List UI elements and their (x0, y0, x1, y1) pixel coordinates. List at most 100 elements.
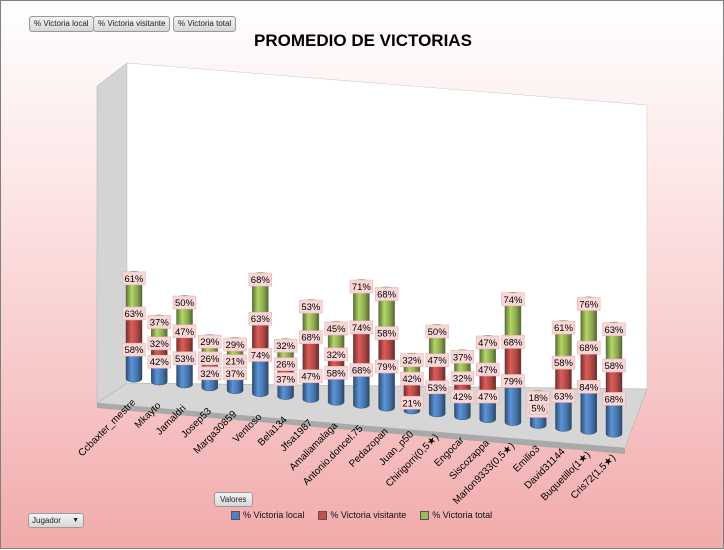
data-label-0-17: 63% (551, 389, 576, 403)
data-label-1-18: 68% (577, 340, 601, 355)
data-label-2-4: 29% (223, 337, 247, 352)
dropdown-arrow-icon: ▼ (72, 517, 79, 524)
field-button-total[interactable]: % Victoria total (173, 16, 237, 32)
svg-text:26%: 26% (200, 354, 220, 365)
floor-edge (97, 403, 625, 454)
data-label-1-8: 32% (324, 347, 348, 362)
bar-stack-19 (605, 321, 623, 438)
svg-text:47%: 47% (478, 365, 498, 376)
data-label-1-0: 63% (122, 306, 146, 321)
svg-text:68%: 68% (301, 333, 321, 344)
data-label-1-9: 74% (349, 320, 374, 335)
svg-text:74%: 74% (251, 350, 271, 361)
data-label-1-14: 47% (475, 362, 500, 377)
data-label-1-2: 47% (172, 324, 197, 339)
jugador-label: Jugador (32, 516, 61, 525)
legend-label-2: % Victoria total (432, 510, 493, 520)
data-label-2-2: 50% (172, 295, 197, 310)
svg-text:47%: 47% (175, 327, 195, 338)
svg-text:45%: 45% (327, 324, 347, 335)
svg-text:32%: 32% (150, 339, 170, 350)
data-label-2-0: 61% (122, 271, 146, 286)
svg-text:68%: 68% (352, 365, 372, 376)
svg-text:63%: 63% (604, 325, 624, 336)
svg-text:61%: 61% (554, 323, 574, 334)
bar-stack-10 (378, 286, 395, 412)
data-label-0-13: 42% (450, 389, 475, 404)
data-label-0-11: 21% (400, 395, 424, 410)
data-label-2-11: 32% (400, 353, 424, 368)
legend: % Victoria local % Victoria visitante % Vi… (231, 510, 492, 520)
bar-stack-5 (252, 272, 269, 397)
data-label-2-9: 71% (349, 279, 374, 294)
svg-text:5%: 5% (531, 404, 545, 415)
data-label-0-2: 53% (172, 351, 197, 366)
legend-swatch-0 (231, 510, 240, 520)
svg-text:79%: 79% (503, 376, 523, 387)
legend-swatch-1 (318, 510, 328, 520)
svg-text:71%: 71% (352, 282, 372, 293)
data-label-0-14: 47% (475, 389, 500, 404)
data-label-2-14: 47% (475, 335, 500, 350)
data-label-0-5: 74% (248, 348, 273, 362)
svg-text:47%: 47% (478, 392, 498, 403)
value-labels: 58%63%61%42%32%37%53%47%50%32%26%29%37%2… (122, 271, 626, 418)
svg-text:63%: 63% (554, 391, 574, 402)
svg-text:53%: 53% (301, 302, 321, 313)
svg-text:58%: 58% (604, 361, 624, 372)
svg-text:26%: 26% (276, 360, 296, 371)
svg-text:32%: 32% (402, 356, 422, 367)
data-label-0-6: 37% (273, 372, 298, 386)
svg-text:29%: 29% (200, 337, 220, 348)
data-label-1-13: 32% (450, 371, 475, 385)
data-label-2-17: 61% (551, 320, 576, 335)
bar-segment-0-5 (252, 350, 269, 397)
jugador-filter-button[interactable]: Jugador ▼ (28, 513, 84, 528)
svg-text:47%: 47% (478, 338, 498, 349)
data-label-1-12: 47% (425, 353, 449, 368)
data-label-2-5: 68% (248, 272, 273, 287)
field-button-visitante[interactable]: % Victoria visitante (93, 16, 171, 32)
svg-text:79%: 79% (377, 362, 397, 373)
svg-text:58%: 58% (554, 358, 574, 369)
data-label-1-3: 26% (198, 351, 222, 366)
svg-text:50%: 50% (428, 327, 448, 338)
data-label-0-7: 47% (299, 369, 323, 384)
category-label-18: Buquetillo(1★) (539, 449, 593, 503)
svg-text:37%: 37% (276, 375, 296, 386)
svg-text:32%: 32% (276, 341, 296, 352)
data-label-2-7: 53% (299, 299, 323, 314)
svg-text:21%: 21% (226, 357, 246, 368)
svg-text:76%: 76% (579, 300, 599, 311)
svg-text:42%: 42% (402, 374, 422, 385)
bar-stack-15 (504, 291, 522, 426)
bar-stack-7 (302, 299, 320, 403)
svg-text:32%: 32% (200, 369, 220, 380)
svg-text:58%: 58% (377, 329, 397, 340)
legend-label-1: % Victoria visitante (330, 510, 407, 520)
svg-text:68%: 68% (579, 343, 599, 354)
svg-text:37%: 37% (226, 369, 246, 380)
data-label-1-5: 63% (248, 311, 273, 326)
bar-segment-0-10 (378, 362, 395, 412)
data-label-1-4: 21% (223, 354, 247, 369)
legend-label-0: % Victoria local (243, 510, 305, 520)
data-label-0-3: 32% (198, 366, 222, 381)
svg-text:84%: 84% (579, 382, 599, 393)
svg-text:42%: 42% (150, 357, 170, 368)
svg-text:37%: 37% (150, 318, 170, 329)
bar-stack-17 (555, 320, 572, 432)
data-label-0-8: 58% (324, 366, 348, 380)
svg-text:47%: 47% (428, 356, 448, 367)
svg-text:68%: 68% (604, 394, 624, 405)
data-label-2-8: 45% (324, 321, 348, 336)
valores-button[interactable]: Valores (214, 492, 253, 507)
svg-text:42%: 42% (453, 392, 473, 403)
data-label-1-17: 58% (551, 355, 576, 370)
svg-text:74%: 74% (352, 323, 372, 334)
data-label-1-1: 32% (147, 336, 171, 351)
svg-text:50%: 50% (175, 298, 195, 309)
svg-text:53%: 53% (428, 383, 448, 394)
